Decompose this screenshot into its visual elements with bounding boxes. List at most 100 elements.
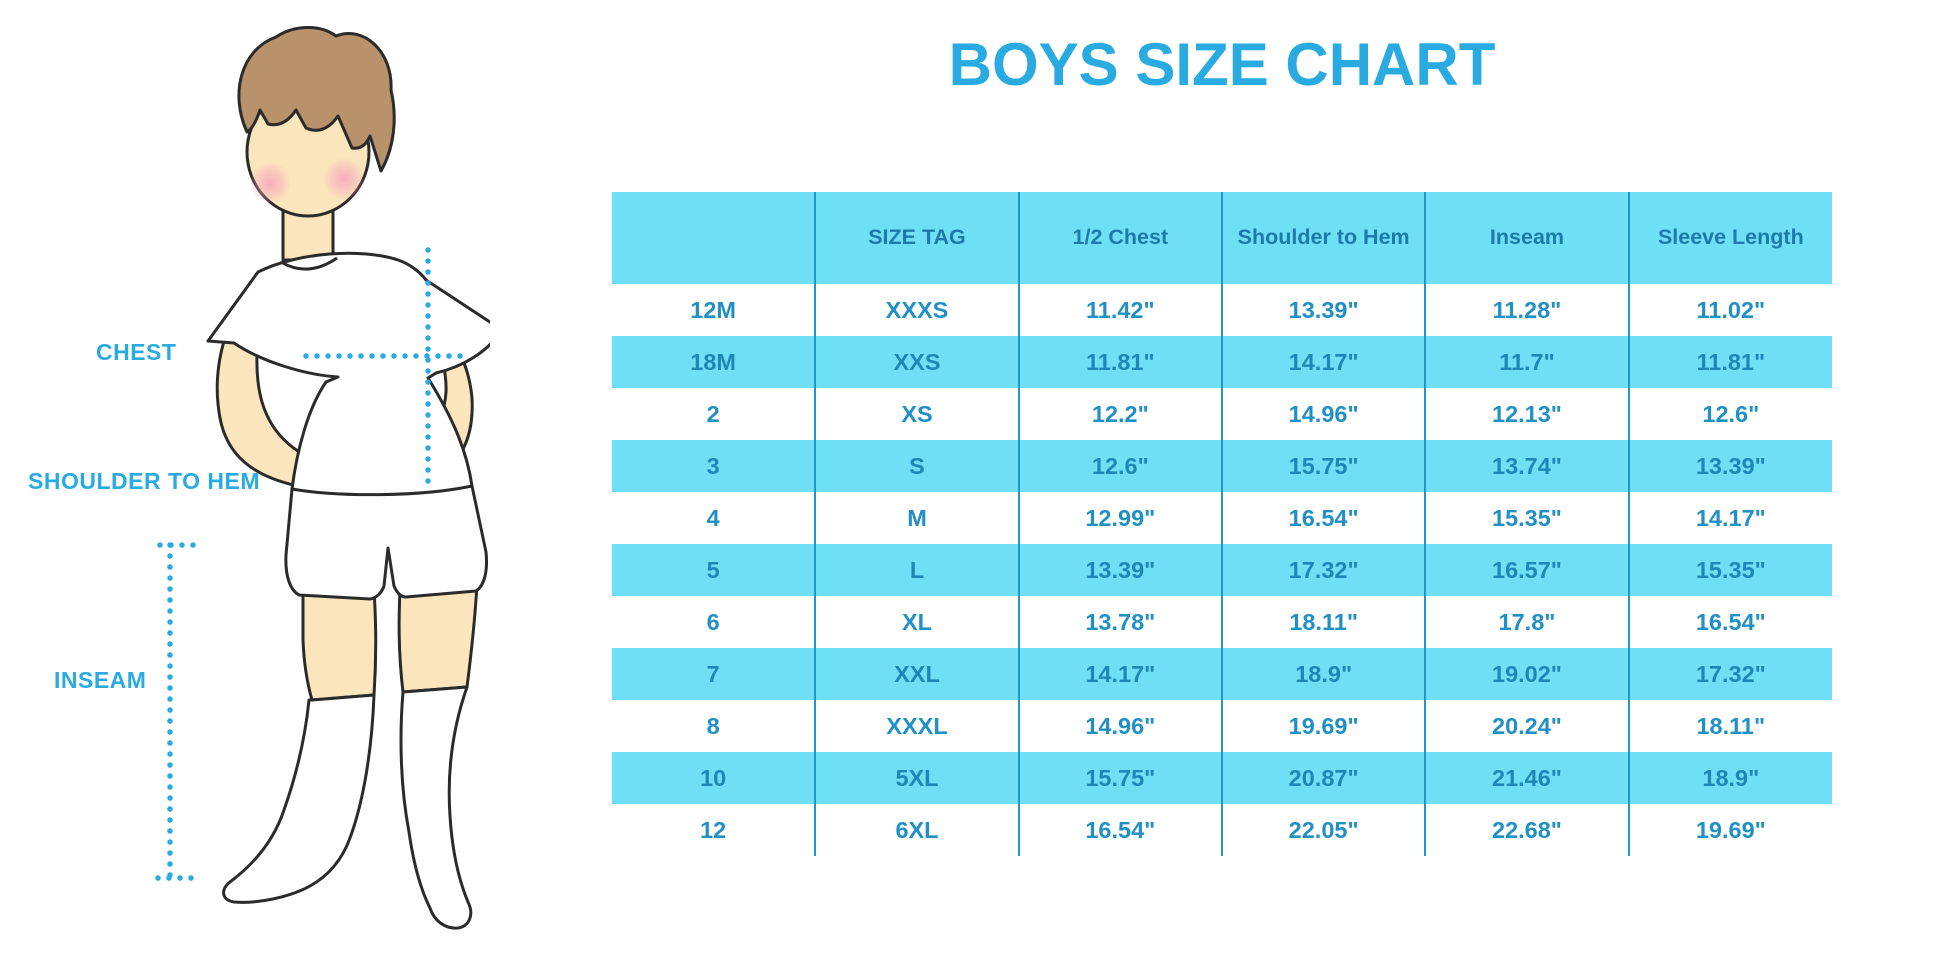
table-cell: 21.46": [1424, 752, 1629, 804]
table-cell: 17.32": [1220, 544, 1426, 596]
table-cell: 19.02": [1424, 648, 1629, 700]
table-cell: XL: [814, 596, 1019, 648]
table-cell: 18.11": [1627, 700, 1832, 752]
header-row: SIZE TAG 1/2 Chest Shoulder to Hem Insea…: [612, 192, 1832, 284]
boy-shorts: [284, 484, 488, 601]
header-cell-size-tag: SIZE TAG: [814, 192, 1019, 284]
table-cell: 15.35": [1424, 492, 1629, 544]
table-cell: 11.81": [1017, 336, 1222, 388]
table-cell: M: [814, 492, 1019, 544]
size-cell: 10: [612, 752, 816, 804]
shoulder-to-hem-label: SHOULDER TO HEM: [28, 468, 260, 494]
table-cell: 17.8": [1424, 596, 1629, 648]
size-cell: 7: [612, 648, 816, 700]
size-cell: 12M: [690, 296, 737, 323]
table-body: 12M XXXS 11.42" 13.39" 11.28" 11.02" 18M…: [612, 284, 1832, 856]
table-row: 2 XS 12.2" 14.96" 12.13" 12.6": [612, 388, 1832, 440]
table-row: 8 XXXL 14.96" 19.69" 20.24" 18.11": [612, 700, 1832, 752]
size-cell: 18M: [612, 336, 816, 388]
table-cell: XXS: [814, 336, 1019, 388]
boy-right-sock: [399, 685, 473, 930]
table-cell: 15.75": [1017, 752, 1222, 804]
table-row: 3 S 12.6" 15.75" 13.74" 13.39": [612, 440, 1832, 492]
table-row: 12M XXXS 11.42" 13.39" 11.28" 11.02": [612, 284, 1832, 336]
table-cell: 12.2": [1017, 388, 1222, 440]
table-cell: 16.54": [1220, 492, 1426, 544]
table-row: 5 L 13.39" 17.32" 16.57" 15.35": [612, 544, 1832, 596]
boy-collar: [280, 256, 338, 271]
table-cell: 6XL: [814, 804, 1019, 856]
table-cell: 14.96": [1220, 388, 1426, 440]
table-cell: 13.39": [1627, 440, 1832, 492]
boy-tshirt: [206, 251, 490, 497]
inseam-label: INSEAM: [54, 667, 147, 693]
table-row: 6 XL 13.78" 18.11" 17.8" 16.54": [612, 596, 1832, 648]
table-cell: 5XL: [814, 752, 1019, 804]
size-chart-table: SIZE TAG 1/2 Chest Shoulder to Hem Insea…: [612, 192, 1832, 856]
table-cell: 11.81": [1627, 336, 1832, 388]
table-row: 18M XXS 11.81" 14.17" 11.7" 11.81": [612, 336, 1832, 388]
header-cell-sleeve-length: Sleeve Length: [1627, 192, 1832, 284]
table-cell: 12.6": [1017, 440, 1222, 492]
size-cell: 3: [612, 440, 816, 492]
table-cell: 20.24": [1424, 700, 1629, 752]
table-cell: 17.32": [1627, 648, 1832, 700]
table-cell: 11.42": [1017, 284, 1222, 336]
table-row: 10 5XL 15.75" 20.87" 21.46" 18.9": [612, 752, 1832, 804]
table-cell: 19.69": [1627, 804, 1832, 856]
table-cell: 15.75": [1220, 440, 1426, 492]
size-cell: 5: [612, 544, 816, 596]
boy-blush-right: [323, 158, 365, 200]
table-cell: 19.69": [1220, 700, 1426, 752]
table-cell: 12.99": [1017, 492, 1222, 544]
table-cell: 11.7": [1424, 336, 1629, 388]
table-cell: 13.39": [1017, 544, 1222, 596]
table-header: SIZE TAG 1/2 Chest Shoulder to Hem Insea…: [612, 192, 1832, 284]
table-cell: 11.28": [1424, 284, 1629, 336]
table-cell: 22.05": [1220, 804, 1426, 856]
table-cell: 13.78": [1017, 596, 1222, 648]
table-cell: XXL: [814, 648, 1019, 700]
size-cell: 6: [706, 608, 720, 635]
boy-blush-left: [249, 162, 291, 204]
table-row: 7 XXL 14.17" 18.9" 19.02" 17.32": [612, 648, 1832, 700]
header-cell-shoulder-hem: Shoulder to Hem: [1220, 192, 1426, 284]
size-cell: 12: [700, 816, 727, 843]
table-cell: 16.54": [1017, 804, 1222, 856]
table-cell: 20.87": [1220, 752, 1426, 804]
table-cell: 18.9": [1627, 752, 1832, 804]
boy-left-sock: [222, 693, 376, 904]
table-cell: 14.17": [1017, 648, 1222, 700]
table-cell: 18.9": [1220, 648, 1426, 700]
table-cell: 11.02": [1627, 284, 1832, 336]
size-cell: 8: [706, 712, 720, 739]
table-cell: 15.35": [1627, 544, 1832, 596]
size-cell: 2: [706, 400, 720, 427]
table-cell: 13.39": [1220, 284, 1426, 336]
table-cell: 14.96": [1017, 700, 1222, 752]
table-cell: 16.57": [1424, 544, 1629, 596]
table-cell: 13.74": [1424, 440, 1629, 492]
table-cell: 12.13": [1424, 388, 1629, 440]
table-cell: XS: [814, 388, 1019, 440]
table-cell: 22.68": [1424, 804, 1629, 856]
table-cell: 14.17": [1627, 492, 1832, 544]
table-cell: 16.54": [1627, 596, 1832, 648]
boy-illustration: [155, 26, 490, 930]
chest-label: CHEST: [96, 339, 177, 365]
table-cell: 14.17": [1220, 336, 1426, 388]
header-cell-blank: [612, 192, 816, 284]
table-cell: S: [814, 440, 1019, 492]
table-cell: 18.11": [1220, 596, 1426, 648]
table-cell: L: [814, 544, 1019, 596]
table-row: 12 6XL 16.54" 22.05" 22.68" 19.69": [612, 804, 1832, 856]
table-cell: 12.6": [1627, 388, 1832, 440]
header-cell-half-chest: 1/2 Chest: [1017, 192, 1222, 284]
header-cell-inseam: Inseam: [1424, 192, 1629, 284]
table-cell: XXXS: [814, 284, 1019, 336]
page-title: BOYS SIZE CHART: [948, 31, 1496, 98]
boy-hair: [237, 26, 396, 173]
size-cell: 4: [706, 504, 720, 531]
table-cell: XXXL: [814, 700, 1019, 752]
table-row: 4 M 12.99" 16.54" 15.35" 14.17": [612, 492, 1832, 544]
